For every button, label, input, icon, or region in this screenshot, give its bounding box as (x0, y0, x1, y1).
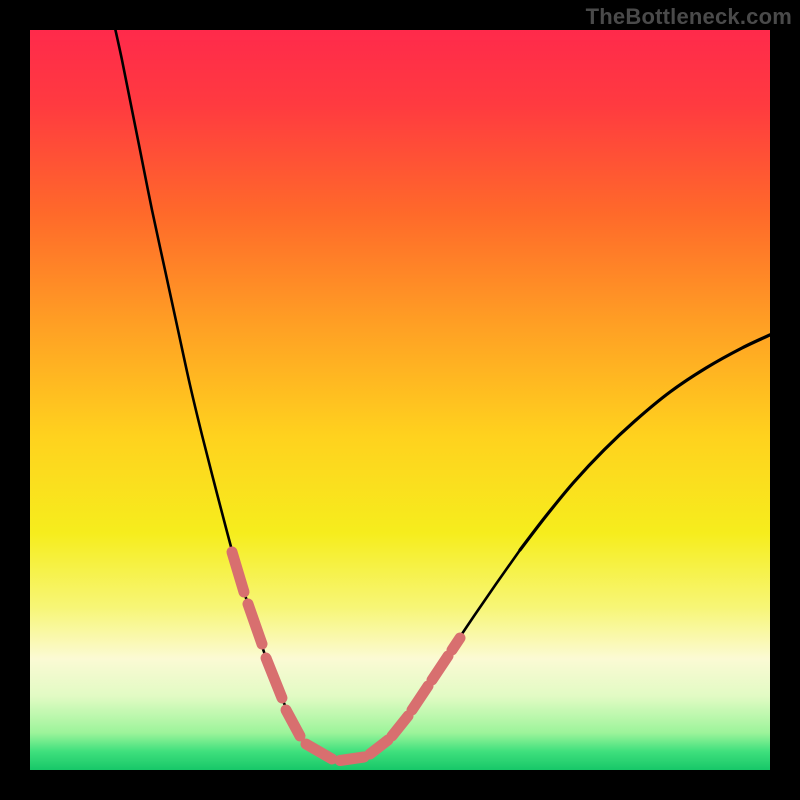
chart-frame: TheBottleneck.com (0, 0, 800, 800)
dash-segment (340, 757, 364, 761)
watermark-text: TheBottleneck.com (586, 4, 792, 30)
dash-segment (452, 638, 460, 650)
plot-svg (30, 30, 770, 770)
plot-area (30, 30, 770, 770)
